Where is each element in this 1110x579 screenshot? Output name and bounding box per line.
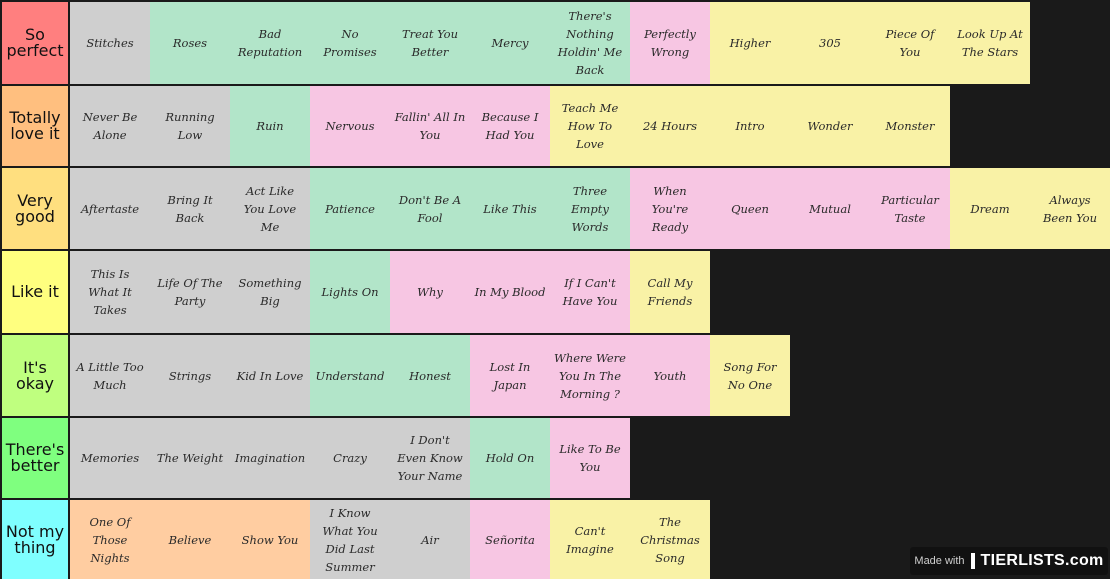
tier-item[interactable]: Something Big <box>230 251 310 333</box>
tier-item[interactable]: 305 <box>790 2 870 84</box>
tier-items: Aftertaste Bring It Back Act Like You Love… <box>70 168 1110 249</box>
tier-item[interactable]: Song For No One <box>710 335 790 416</box>
tier-items: Stitches Roses Bad Reputation No Promises Tr… <box>70 2 1030 84</box>
tier-item[interactable]: Señorita <box>470 500 550 579</box>
tier-items: Memories The Weight Imagination Crazy I Don'… <box>70 418 630 498</box>
tier-item[interactable]: Memories <box>70 418 150 498</box>
tier-item[interactable]: Call My Friends <box>630 251 710 333</box>
tier-item[interactable]: Running Low <box>150 86 230 166</box>
tier-item[interactable]: Like This <box>470 168 550 249</box>
tier-label[interactable]: Totally love it <box>2 86 68 166</box>
tier-item[interactable]: Don't Be A Fool <box>390 168 470 249</box>
tier-item[interactable]: No Promises <box>310 2 390 84</box>
tier-item[interactable]: Patience <box>310 168 390 249</box>
tier-row: Totally love it Never Be Alone Running Low… <box>0 86 1110 166</box>
tier-item[interactable]: Stitches <box>70 2 150 84</box>
tier-item[interactable]: Youth <box>630 335 710 416</box>
tier-item[interactable]: I Know What You Did Last Summer <box>310 500 390 579</box>
tier-item[interactable]: Particular Taste <box>870 168 950 249</box>
tier-item[interactable]: Honest <box>390 335 470 416</box>
tier-item[interactable]: Act Like You Love Me <box>230 168 310 249</box>
tier-item[interactable]: Treat You Better <box>390 2 470 84</box>
tier-item[interactable]: This Is What It Takes <box>70 251 150 333</box>
tier-items: A Little Too Much Strings Kid In Love Under… <box>70 335 790 416</box>
watermark-brand: TIERLISTS.com <box>980 552 1104 569</box>
tier-item[interactable]: A Little Too Much <box>70 335 150 416</box>
tier-item[interactable]: Strings <box>150 335 230 416</box>
tier-label[interactable]: So perfect <box>2 2 68 84</box>
tier-label[interactable]: It's okay <box>2 335 68 416</box>
tier-item[interactable]: Perfectly Wrong <box>630 2 710 84</box>
tier-item[interactable]: Teach Me How To Love <box>550 86 630 166</box>
tier-item[interactable]: Never Be Alone <box>70 86 150 166</box>
tier-item[interactable]: Bad Reputation <box>230 2 310 84</box>
tier-item[interactable]: Why <box>390 251 470 333</box>
tier-item[interactable]: The Christmas Song <box>630 500 710 579</box>
tier-row: Not my thing One Of Those Nights Believe Sh… <box>0 500 1110 579</box>
tier-item[interactable]: Queen <box>710 168 790 249</box>
tier-item[interactable]: Nervous <box>310 86 390 166</box>
tier-item[interactable]: Can't Imagine <box>550 500 630 579</box>
tier-item[interactable]: Like To Be You <box>550 418 630 498</box>
watermark-made-with: Made with <box>914 555 965 567</box>
tier-item[interactable]: In My Blood <box>470 251 550 333</box>
tier-item[interactable]: Fallin' All In You <box>390 86 470 166</box>
tier-item[interactable]: Always Been You <box>1030 168 1110 249</box>
tier-item[interactable]: Kid In Love <box>230 335 310 416</box>
tier-row: So perfect Stitches Roses Bad Reputation No … <box>0 2 1110 84</box>
tier-item[interactable]: Hold On <box>470 418 550 498</box>
tier-item[interactable]: Wonder <box>790 86 870 166</box>
tier-label[interactable]: Like it <box>2 251 68 333</box>
tier-items: This Is What It Takes Life Of The Party So… <box>70 251 710 333</box>
tier-label[interactable]: Very good <box>2 168 68 249</box>
tier-items: One Of Those Nights Believe Show You I Know… <box>70 500 710 579</box>
tier-item[interactable]: Crazy <box>310 418 390 498</box>
tier-item[interactable]: If I Can't Have You <box>550 251 630 333</box>
tier-item[interactable]: Imagination <box>230 418 310 498</box>
tier-item[interactable]: Intro <box>710 86 790 166</box>
tier-item[interactable]: Aftertaste <box>70 168 150 249</box>
tierlists-watermark[interactable]: Made with TIERLISTS.com <box>910 547 1108 575</box>
tier-item[interactable]: There's Nothing Holdin' Me Back <box>550 2 630 84</box>
tier-item[interactable]: 24 Hours <box>630 86 710 166</box>
tier-item[interactable]: Understand <box>310 335 390 416</box>
tier-item[interactable]: Air <box>390 500 470 579</box>
tier-item[interactable]: Mutual <box>790 168 870 249</box>
tier-label[interactable]: Not my thing <box>2 500 68 579</box>
tier-item[interactable]: Lights On <box>310 251 390 333</box>
tier-row: Very good Aftertaste Bring It Back Act Like… <box>0 168 1110 249</box>
tier-row: Like it This Is What It Takes Life Of The … <box>0 251 1110 333</box>
tier-item[interactable]: Piece Of You <box>870 2 950 84</box>
tier-item[interactable]: Monster <box>870 86 950 166</box>
tier-item[interactable]: Roses <box>150 2 230 84</box>
tier-item[interactable]: Three Empty Words <box>550 168 630 249</box>
tier-item[interactable]: The Weight <box>150 418 230 498</box>
tier-item[interactable]: Show You <box>230 500 310 579</box>
tier-item[interactable]: One Of Those Nights <box>70 500 150 579</box>
tier-item[interactable]: Life Of The Party <box>150 251 230 333</box>
tier-item[interactable]: Look Up At The Stars <box>950 2 1030 84</box>
tier-item[interactable]: Because I Had You <box>470 86 550 166</box>
tier-item[interactable]: Higher <box>710 2 790 84</box>
tier-item[interactable]: Believe <box>150 500 230 579</box>
tier-item[interactable]: I Don't Even Know Your Name <box>390 418 470 498</box>
tier-row: It's okay A Little Too Much Strings Kid In … <box>0 335 1110 416</box>
tier-row: There's better Memories The Weight Imaginat… <box>0 418 1110 498</box>
tier-item[interactable]: Ruin <box>230 86 310 166</box>
tier-item[interactable]: Dream <box>950 168 1030 249</box>
tier-item[interactable]: Where Were You In The Morning ? <box>550 335 630 416</box>
tierlists-logo-icon <box>970 553 975 569</box>
tier-items: Never Be Alone Running Low Ruin Nervous Fall… <box>70 86 950 166</box>
tier-item[interactable]: Lost In Japan <box>470 335 550 416</box>
tier-item[interactable]: When You're Ready <box>630 168 710 249</box>
tier-item[interactable]: Mercy <box>470 2 550 84</box>
tier-item[interactable]: Bring It Back <box>150 168 230 249</box>
tier-label[interactable]: There's better <box>2 418 68 498</box>
